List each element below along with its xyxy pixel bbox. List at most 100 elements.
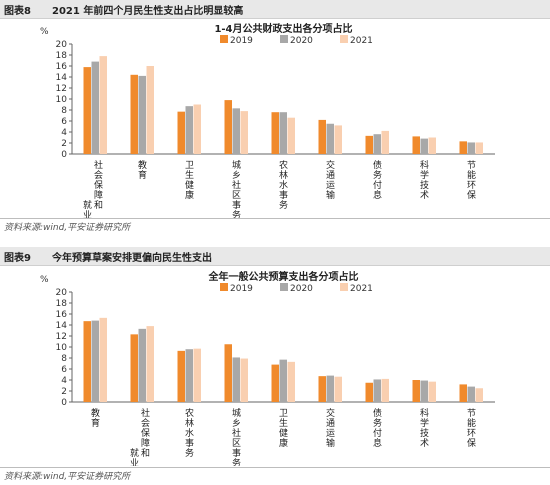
y-tick-label: 4 (61, 128, 67, 138)
bar-2021-3 (240, 111, 248, 154)
category-char: 健 (279, 427, 288, 439)
category-char: 城 (232, 160, 241, 171)
category-char: 康 (279, 437, 288, 449)
bar-2021-7 (428, 137, 436, 154)
category-char: 能 (467, 417, 476, 429)
bar-2020-2 (185, 106, 193, 154)
bar-2020-3 (232, 357, 240, 402)
category-char: 卫 (279, 409, 288, 419)
bar-2020-6 (373, 379, 381, 402)
bar-2020-0 (91, 320, 99, 402)
y-tick-label: 6 (61, 117, 67, 127)
category-char: 交 (326, 159, 335, 171)
figure9-number: 图表9 (4, 252, 31, 264)
figure9-header: 图表9 今年预算草案安排更偏向民生性支出 (0, 247, 550, 266)
bar-2020-3 (232, 108, 240, 154)
bar-2021-8 (475, 142, 483, 154)
category-char: 能 (467, 169, 476, 181)
bar-2021-8 (475, 388, 483, 402)
y-tick-label: 16 (56, 62, 68, 72)
y-tick-label: 0 (61, 398, 67, 408)
bar-2019-6 (365, 382, 373, 402)
y-tick-label: 2 (61, 139, 67, 149)
bar-2021-2 (193, 104, 201, 154)
category-char: 事 (232, 447, 241, 459)
category-char: 保 (141, 427, 150, 439)
bar-2020-0 (91, 61, 99, 154)
category-char: 农 (279, 159, 288, 171)
y-tick-label: 20 (56, 40, 68, 50)
category-char: 务 (373, 417, 382, 429)
category-char: 卫 (185, 161, 194, 171)
category-char: 就 (83, 199, 92, 211)
category-char: 保 (467, 437, 476, 449)
y-tick-label: 14 (56, 321, 68, 331)
y-tick-label: 16 (56, 310, 68, 320)
category-char: 育 (91, 417, 100, 429)
category-char: 林 (279, 169, 288, 181)
bar-2019-3 (224, 100, 232, 154)
bar-2019-6 (365, 135, 373, 154)
category-char: 事 (232, 199, 241, 211)
category-char: 运 (326, 180, 335, 191)
category-char: 节 (467, 160, 476, 171)
bar-2020-7 (420, 380, 428, 402)
y-tick-label: 14 (56, 73, 68, 83)
category-char: 付 (373, 428, 382, 439)
bar-2021-4 (287, 117, 295, 154)
bar-2019-5 (318, 119, 326, 154)
category-char: 务 (232, 457, 241, 466)
category-char: 农 (185, 407, 194, 419)
chart-title: 1-4月公共财政支出各分项占比 (214, 22, 352, 35)
category-char: 学 (420, 169, 429, 181)
category-char: 输 (326, 189, 335, 201)
category-char: 林 (185, 417, 194, 429)
legend-swatch-2019 (220, 283, 228, 291)
bar-2021-6 (381, 378, 389, 402)
bar-2019-8 (459, 141, 467, 154)
category-char: 社 (94, 159, 103, 171)
category-char: 交 (326, 407, 335, 419)
y-tick-label: 12 (56, 332, 67, 342)
legend-label-2020: 2020 (290, 36, 313, 46)
category-char: 息 (373, 437, 382, 449)
category-char: 务 (185, 447, 194, 459)
bar-2021-0 (99, 317, 107, 402)
y-tick-label: 6 (61, 365, 67, 375)
category-char: 社 (141, 407, 150, 419)
y-tick-label: 18 (56, 299, 68, 309)
category-char: 债 (373, 159, 382, 171)
bar-2021-4 (287, 361, 295, 402)
bar-2019-5 (318, 376, 326, 402)
source-rule-2 (0, 467, 550, 468)
legend-label-2021: 2021 (350, 284, 373, 294)
bar-2020-2 (185, 349, 193, 402)
legend-label-2020: 2020 (290, 284, 313, 294)
category-char: 和 (94, 200, 103, 211)
category-char: 育 (138, 169, 147, 181)
bar-2021-5 (334, 125, 342, 154)
category-char: 会 (141, 417, 150, 429)
category-char: 障 (94, 189, 103, 201)
category-char: 通 (326, 170, 335, 181)
legend-swatch-2021 (340, 35, 348, 43)
y-tick-label: 20 (56, 288, 68, 298)
category-char: 科 (420, 159, 429, 171)
y-tick-label: 12 (56, 84, 67, 94)
source-rule-1 (0, 218, 550, 219)
figure8-source: 资料来源:wind,平安证券研究所 (4, 223, 131, 233)
category-char: 业 (83, 210, 92, 218)
bar-2020-4 (279, 359, 287, 402)
bar-2021-1 (146, 326, 154, 402)
category-char: 和 (141, 448, 150, 459)
category-char: 乡 (232, 418, 241, 429)
y-axis-unit: % (40, 275, 49, 285)
legend-label-2019: 2019 (230, 284, 253, 294)
category-char: 技 (420, 179, 429, 191)
bar-2020-1 (138, 328, 146, 402)
category-char: 付 (373, 180, 382, 191)
bar-2020-1 (138, 75, 146, 154)
figure9-caption: 今年预算草案安排更偏向民生性支出 (52, 252, 212, 264)
category-char: 环 (467, 180, 476, 191)
